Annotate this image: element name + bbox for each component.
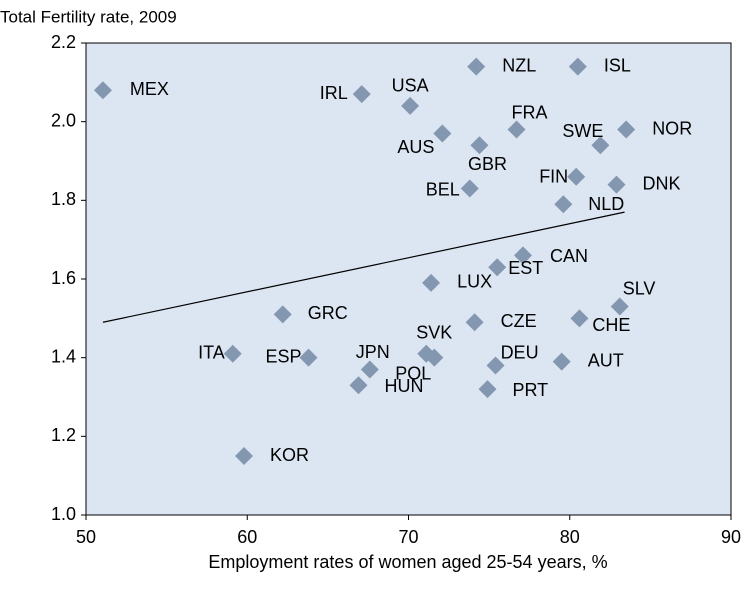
y-tick-label: 2.0 bbox=[51, 110, 76, 130]
point-label: BEL bbox=[426, 179, 460, 199]
point-label: KOR bbox=[270, 445, 309, 465]
point bbox=[567, 167, 586, 186]
point bbox=[591, 136, 610, 155]
y-tick-label: 1.6 bbox=[51, 268, 76, 288]
point-label: DEU bbox=[501, 342, 539, 362]
point-label: ITA bbox=[198, 342, 225, 362]
point bbox=[360, 360, 379, 379]
chart-title: Total Fertility rate, 2009 bbox=[0, 7, 177, 26]
point-label: DNK bbox=[643, 173, 681, 193]
point bbox=[507, 120, 526, 139]
point-label: IRL bbox=[320, 83, 348, 103]
point bbox=[617, 120, 636, 139]
point-label: PRT bbox=[513, 380, 549, 400]
point-label: CZE bbox=[501, 311, 537, 331]
point bbox=[607, 175, 626, 194]
point-label: CAN bbox=[550, 246, 588, 266]
point-label: ISL bbox=[604, 55, 631, 75]
point bbox=[513, 246, 532, 265]
point bbox=[352, 85, 371, 104]
point-label: NZL bbox=[502, 55, 536, 75]
point-label: MEX bbox=[130, 79, 169, 99]
plot-area bbox=[85, 42, 732, 516]
point bbox=[422, 273, 441, 292]
point-label: NLD bbox=[588, 194, 624, 214]
y-tick-label: 1.2 bbox=[51, 425, 76, 445]
point-label: SWE bbox=[562, 121, 603, 141]
point-label: GRC bbox=[308, 303, 348, 323]
point bbox=[478, 380, 497, 399]
point-label: LUX bbox=[457, 272, 492, 292]
point-label: FIN bbox=[539, 166, 568, 186]
point-label: EST bbox=[508, 258, 543, 278]
point-label: GBR bbox=[468, 154, 507, 174]
point bbox=[610, 297, 629, 316]
x-tick-label: 50 bbox=[76, 527, 96, 547]
x-tick-label: 80 bbox=[560, 527, 580, 547]
point-label: HUN bbox=[385, 376, 424, 396]
point bbox=[552, 352, 571, 371]
point bbox=[425, 348, 444, 367]
point bbox=[299, 348, 318, 367]
point-label: SVK bbox=[416, 322, 452, 342]
point bbox=[467, 57, 486, 76]
y-tick-label: 1.0 bbox=[51, 504, 76, 524]
point bbox=[570, 309, 589, 328]
point bbox=[486, 356, 505, 375]
point bbox=[465, 313, 484, 332]
point bbox=[433, 124, 452, 143]
point bbox=[235, 447, 254, 465]
point bbox=[93, 81, 112, 100]
point-label: ESP bbox=[265, 346, 301, 366]
point-label: FRA bbox=[512, 102, 548, 122]
y-tick-label: 1.8 bbox=[51, 189, 76, 209]
point bbox=[488, 258, 507, 277]
point-label: POL bbox=[395, 363, 431, 383]
point-label: NOR bbox=[652, 118, 692, 138]
y-tick-label: 1.4 bbox=[51, 346, 76, 366]
point-label: AUT bbox=[588, 350, 624, 370]
x-tick-label: 60 bbox=[237, 527, 257, 547]
trend-line bbox=[102, 211, 625, 323]
point bbox=[470, 136, 489, 155]
point bbox=[554, 195, 573, 214]
point-label: CHE bbox=[592, 315, 630, 335]
x-tick-label: 70 bbox=[398, 527, 418, 547]
point bbox=[223, 344, 242, 363]
x-tick-label: 90 bbox=[721, 527, 741, 547]
point-label: JPN bbox=[356, 342, 390, 362]
point-label: SLV bbox=[623, 278, 656, 298]
point bbox=[349, 376, 368, 395]
point-label: USA bbox=[392, 76, 429, 96]
point-label: AUS bbox=[397, 137, 434, 157]
point bbox=[460, 179, 479, 198]
point bbox=[401, 96, 420, 115]
x-axis-label: Employment rates of women aged 25-54 yea… bbox=[208, 552, 607, 572]
y-tick-label: 2.2 bbox=[51, 32, 76, 52]
point bbox=[568, 57, 587, 76]
point bbox=[273, 305, 292, 324]
